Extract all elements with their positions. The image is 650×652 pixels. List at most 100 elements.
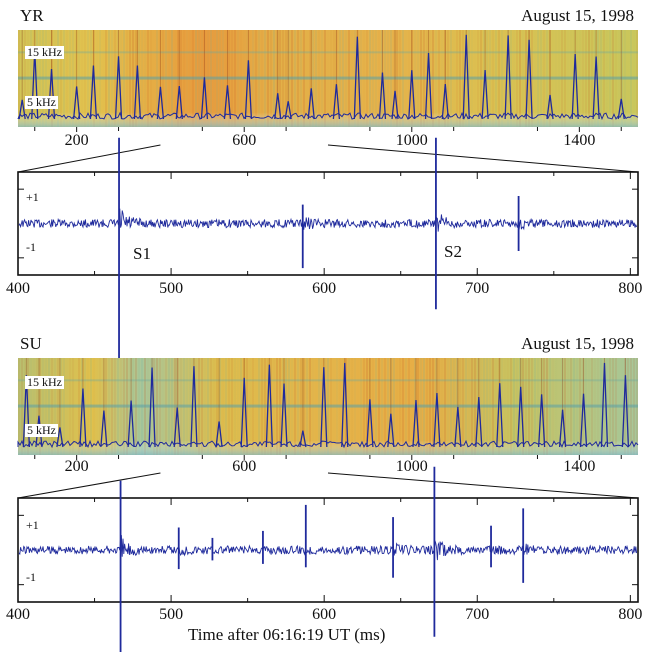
yr-spec-spike-5 [114,56,123,120]
yr-spec-spike-13 [284,101,292,120]
yr-spec-spike-8 [175,85,183,120]
yr-spec-spike-20 [424,52,433,120]
yr-spec-spike-16 [353,36,361,120]
su-spec-spike-9 [215,421,223,448]
yr-spec-spike-26 [546,94,554,120]
yr-spectrogram [17,30,639,173]
su-spec-spike-5 [127,400,135,448]
yr-spec-spike-28 [592,56,600,120]
su-spec-spike-20 [454,406,462,448]
zoom-connector-right [327,144,639,173]
yr-15khz-label: 15 kHz [25,45,64,59]
yr-spec-xtick-1400: 1400 [563,132,596,149]
su-wave-ytick-minus1: -1 [26,570,36,584]
su-spec-spike-15 [341,362,349,448]
su-spec-spike-7 [173,407,181,448]
su-spec-spike-2 [56,427,64,448]
su-spec-spike-16 [366,399,374,448]
yr-spec-xtick-600: 600 [232,132,257,149]
su-spec-xtick-200: 200 [64,458,89,475]
yr-spec-spike-27 [571,53,579,120]
su-spec-spike-27 [600,362,609,448]
yr-spec-spike-17 [378,72,387,120]
yr-wave-xtick-500: 500 [159,280,184,297]
yr-spec-spike-10 [223,85,232,120]
annotation-s1: S1 [133,244,151,263]
su-spec-spike-8 [190,366,198,448]
yr-wave-trace [18,208,638,232]
yr-wave-ytick-plus1: +1 [26,190,39,204]
yr-spec-spike-24 [504,35,512,120]
su-spec-spike-21 [475,397,483,448]
yr-wave-xtick-400: 400 [6,280,30,297]
su-spec-spike-0 [22,375,31,448]
yr-spec-spike-12 [274,93,282,120]
yr-spec-spike-3 [73,86,81,120]
su-waveform-panel [17,466,639,652]
yr-spec-xtick-1000: 1000 [395,132,428,149]
su-spectrogram [17,358,639,499]
su-15khz-label: 15 kHz [25,375,64,389]
su-5khz-label: 5 kHz [25,423,58,437]
su-wave-xtick-600: 600 [312,606,337,623]
su-spec-spike-18 [412,400,420,448]
su-spec-spike-22 [496,383,504,448]
zoom-connector-left [17,472,161,499]
yr-spec-spike-9 [200,77,209,120]
yr-wave-xtick-600: 600 [312,280,337,297]
yr-5khz-label: 5 kHz [25,95,58,109]
yr-spec-spike-19 [408,70,416,120]
su-spec-spike-23 [517,386,525,448]
yr-wave-xtick-700: 700 [465,280,490,297]
yr-spec-spike-23 [481,69,489,120]
yr-station-label: YR [20,6,44,25]
su-spec-xtick-1400: 1400 [563,458,596,475]
su-spec-spike-11 [265,364,274,448]
yr-date-label: August 15, 1998 [521,6,634,25]
su-date-label: August 15, 1998 [521,334,634,353]
su-spec-spike-17 [387,413,395,448]
yr-waveform-panel [17,137,639,361]
su-wave-xtick-700: 700 [465,606,490,623]
zoom-connector-left [17,144,161,173]
su-wave-xtick-800: 800 [618,606,643,623]
yr-spec-spike-22 [462,34,470,120]
yr-spec-spike-0 [18,99,26,120]
su-spec-spike-28 [621,375,630,448]
su-wave-ytick-plus1: +1 [26,518,39,532]
yr-spec-spike-11 [244,60,253,120]
yr-spec-spike-14 [307,88,315,120]
annotation-s2: S2 [444,242,462,261]
su-spec-spike-19 [433,392,441,448]
su-station-label: SU [20,334,42,353]
su-wave-trace [18,534,638,561]
yr-spec-spike-29 [617,98,625,120]
yr-spec-spike-7 [156,86,165,120]
yr-spec-spike-18 [391,90,399,120]
su-wave-xtick-400: 400 [6,606,30,623]
su-spec-spike-3 [79,388,87,448]
su-spec-spike-25 [558,409,567,448]
yr-spec-spike-21 [441,84,449,120]
su-wave-xtick-500: 500 [159,606,184,623]
su-spec-spike-13 [299,430,307,448]
su-spec-spike-10 [240,377,248,448]
yr-spec-spike-6 [133,65,142,120]
yr-spec-xtick-200: 200 [64,132,89,149]
su-spec-xtick-1000: 1000 [395,458,428,475]
x-axis-title: Time after 06:16:19 UT (ms) [188,625,386,644]
su-spec-spike-14 [320,367,328,448]
su-spec-spike-6 [148,367,156,448]
su-spec-spike-12 [280,383,288,448]
yr-spec-line [17,111,639,121]
yr-spec-spike-15 [332,84,341,120]
su-spec-xtick-600: 600 [232,458,257,475]
yr-wave-xtick-800: 800 [618,280,643,297]
su-spec-spike-26 [579,393,588,448]
yr-wave-ytick-minus1: -1 [26,240,36,254]
yr-spec-spike-4 [89,65,98,120]
su-spec-spike-4 [100,410,108,448]
yr-spec-spike-25 [525,39,533,120]
su-spec-spike-24 [538,394,546,448]
